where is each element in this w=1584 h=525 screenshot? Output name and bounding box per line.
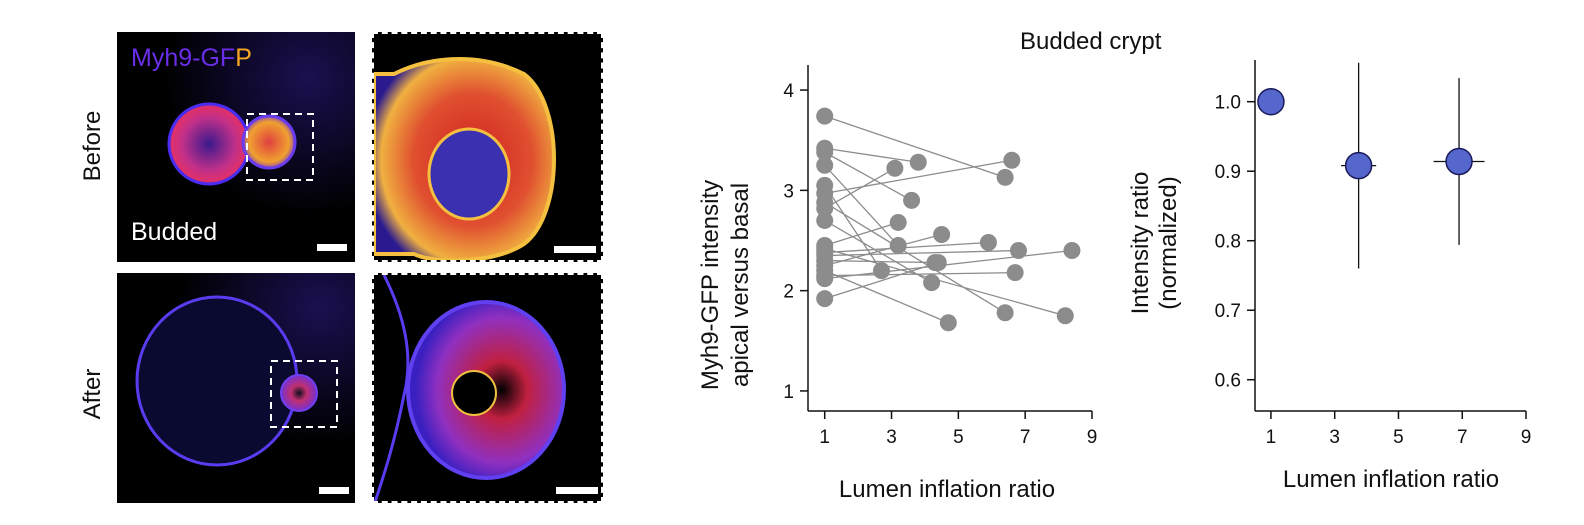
chart1-y-tick-label: 1	[783, 382, 794, 403]
chart2-x-tick-label: 9	[1521, 427, 1532, 448]
chart1-y-tick-label: 2	[783, 282, 794, 303]
figure-title: Budded crypt	[1020, 28, 1162, 55]
data-point-after	[979, 234, 997, 252]
data-point-after	[1003, 151, 1021, 169]
pair-line	[824, 249, 1073, 280]
chart1-x-tick-label: 3	[886, 427, 897, 448]
chart2-axes: 1 3 5 7 9 0.6 0.7 0.8 0.9 1.0	[1215, 60, 1532, 448]
channel-label: Myh9-GFP	[131, 44, 252, 73]
micrograph-after-zoom-image	[374, 275, 566, 501]
chart1-axes: 1 3 5 7 9 1 2 3 4	[783, 65, 1097, 448]
chart2-y-tick-label: 0.6	[1215, 371, 1241, 392]
data-point-after	[889, 237, 907, 255]
condition-label: Budded	[131, 218, 218, 246]
data-point-before	[816, 270, 834, 288]
chart1-y-tick-label: 4	[783, 81, 794, 102]
data-point-after	[933, 225, 951, 243]
pair-line	[824, 167, 896, 209]
data-point-after	[996, 304, 1014, 322]
pair-line	[824, 249, 1019, 257]
data-point-before	[816, 107, 834, 125]
chart2-y-axis-label-line-2: (normalized)	[1155, 176, 1182, 309]
micrograph-after-zoom	[372, 273, 603, 503]
pair-line	[824, 241, 989, 254]
data-point-after	[1056, 307, 1074, 325]
pair-line	[824, 159, 1012, 195]
data-point-after	[873, 262, 891, 280]
data-point-after	[1006, 264, 1024, 282]
pair-line	[824, 147, 919, 163]
chart2-x-tick-label: 5	[1393, 427, 1404, 448]
chart2-x-axis-label: Lumen inflation ratio	[1283, 466, 1499, 493]
scale-bar	[317, 244, 347, 251]
micrograph-before-full-image	[117, 32, 355, 262]
data-point-before	[816, 244, 834, 262]
chart1-x-tick-label: 1	[819, 427, 830, 448]
chart1-y-axis-label-line-2: apical versus basal	[727, 183, 754, 387]
row-label-after: After	[79, 368, 106, 420]
chart2-y-tick-label: 0.8	[1215, 232, 1241, 253]
data-point-after	[929, 254, 947, 272]
chart1-x-tick-label: 9	[1087, 427, 1098, 448]
data-point-after	[996, 168, 1014, 186]
pair-line	[824, 233, 942, 267]
chart1-pair-lines	[824, 115, 1073, 324]
channel-label-part-2: P	[235, 44, 252, 72]
micrograph-after-full-image	[117, 273, 355, 503]
chart2-x-tick-label: 1	[1266, 427, 1277, 448]
pair-line	[824, 184, 883, 271]
chart1-x-axis-label: Lumen inflation ratio	[839, 476, 1055, 503]
data-point-after	[889, 213, 907, 231]
pair-line	[824, 151, 912, 201]
pair-line	[824, 201, 1006, 314]
chart2-x-tick-label: 3	[1329, 427, 1340, 448]
scale-bar	[319, 487, 349, 494]
chart1-x-tick-label: 5	[953, 427, 964, 448]
chart2-y-tick-label: 1.0	[1215, 93, 1241, 114]
chart2-y-tick-label: 0.9	[1215, 162, 1241, 183]
scale-bar	[556, 487, 598, 494]
chart-paired-intensity: 1 3 5 7 9 1 2 3 4 Lumen inflation ratio Myh9-GFP…	[697, 65, 1097, 503]
data-point-before	[816, 199, 834, 217]
data-point	[1344, 151, 1373, 180]
data-point-after	[909, 153, 927, 171]
data-point-after	[1063, 242, 1081, 260]
data-point-after	[939, 314, 957, 332]
data-point	[1257, 87, 1285, 116]
data-point-before	[816, 290, 834, 308]
chart2-y-axis-label-line-1: Intensity ratio	[1127, 172, 1154, 315]
micrograph-before-zoom-image	[374, 57, 556, 260]
data-point-after	[886, 159, 904, 177]
pair-line	[824, 221, 899, 247]
data-point-before	[816, 156, 834, 174]
data-point-after	[1009, 242, 1027, 260]
micrograph-after-full	[117, 273, 355, 503]
pair-line	[824, 269, 949, 324]
chart1-y-tick-label: 3	[783, 181, 794, 202]
micrograph-before-full: Myh9-GFP Budded	[117, 32, 355, 262]
row-label-before: Before	[79, 110, 106, 182]
chart-normalized-ratio: 1 3 5 7 9 0.6 0.7 0.8 0.9 1.0 Lumen inflation rat…	[1127, 60, 1532, 493]
data-point-after	[923, 274, 941, 292]
data-point-before	[816, 211, 834, 229]
chart1-points	[816, 107, 1081, 332]
data-point-before	[816, 143, 834, 161]
chart1-x-tick-label: 7	[1020, 427, 1031, 448]
chart2-x-tick-label: 7	[1457, 427, 1468, 448]
chart2-points	[1257, 87, 1473, 180]
pair-line	[824, 261, 939, 300]
pair-line	[824, 247, 1066, 317]
data-point-after	[903, 191, 921, 209]
pair-line	[824, 164, 899, 246]
chart1-y-axis-label-line-1: Myh9-GFP intensity	[697, 180, 724, 390]
micrograph-before-zoom	[372, 32, 603, 262]
data-point	[1445, 147, 1473, 176]
channel-label-part-1: Myh9-GF	[131, 44, 236, 72]
chart2-y-tick-label: 0.7	[1215, 301, 1241, 322]
scale-bar	[554, 246, 596, 253]
